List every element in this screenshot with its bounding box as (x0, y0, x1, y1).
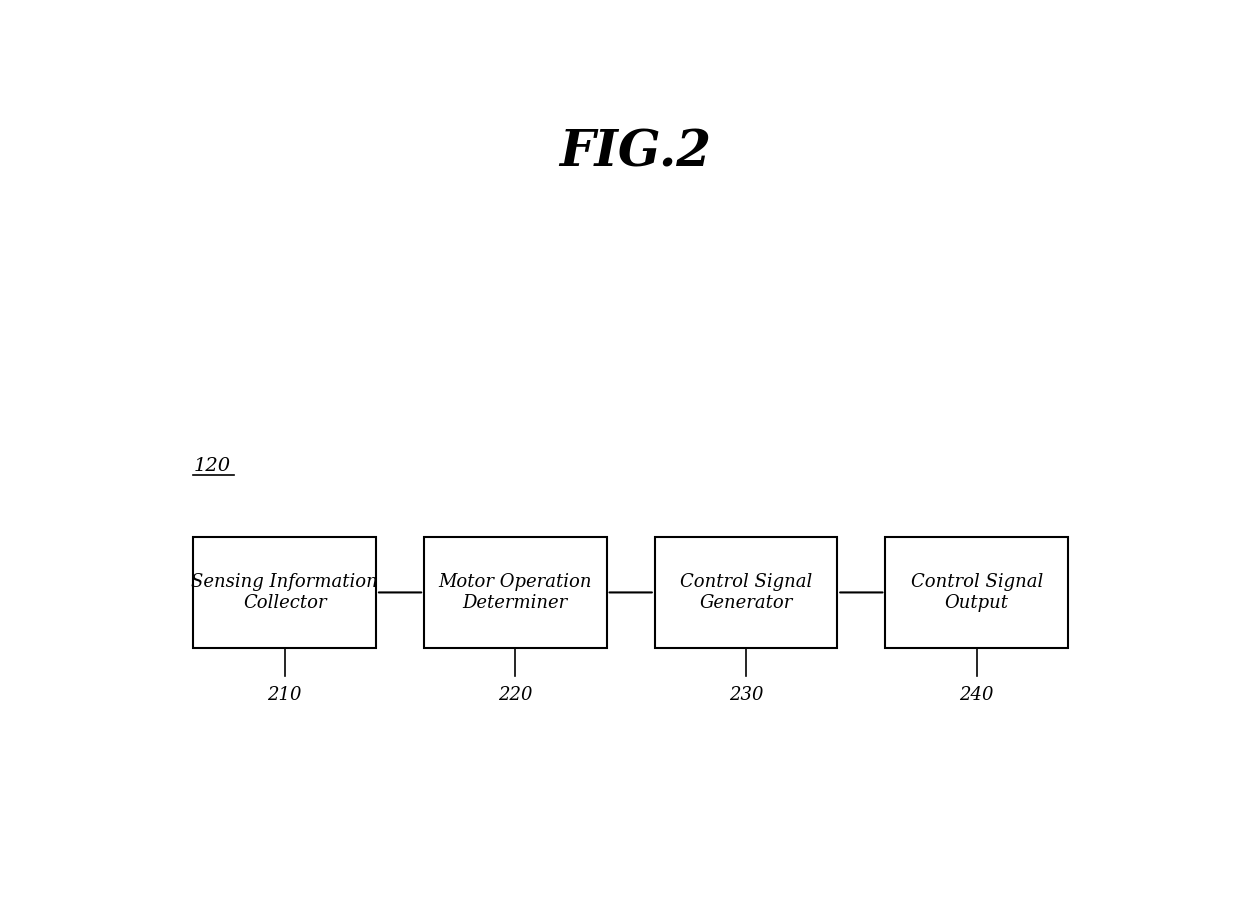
Text: 240: 240 (960, 686, 994, 704)
Text: Sensing Information
Collector: Sensing Information Collector (191, 573, 378, 612)
Text: FIG.2: FIG.2 (559, 129, 712, 178)
FancyBboxPatch shape (655, 537, 837, 648)
Text: 230: 230 (729, 686, 764, 704)
Text: Motor Operation
Determiner: Motor Operation Determiner (439, 573, 593, 612)
Text: Control Signal
Generator: Control Signal Generator (680, 573, 812, 612)
Text: 120: 120 (193, 457, 231, 475)
FancyBboxPatch shape (885, 537, 1068, 648)
Text: Control Signal
Output: Control Signal Output (910, 573, 1043, 612)
Text: 220: 220 (498, 686, 533, 704)
Text: 210: 210 (268, 686, 303, 704)
FancyBboxPatch shape (424, 537, 606, 648)
FancyBboxPatch shape (193, 537, 376, 648)
